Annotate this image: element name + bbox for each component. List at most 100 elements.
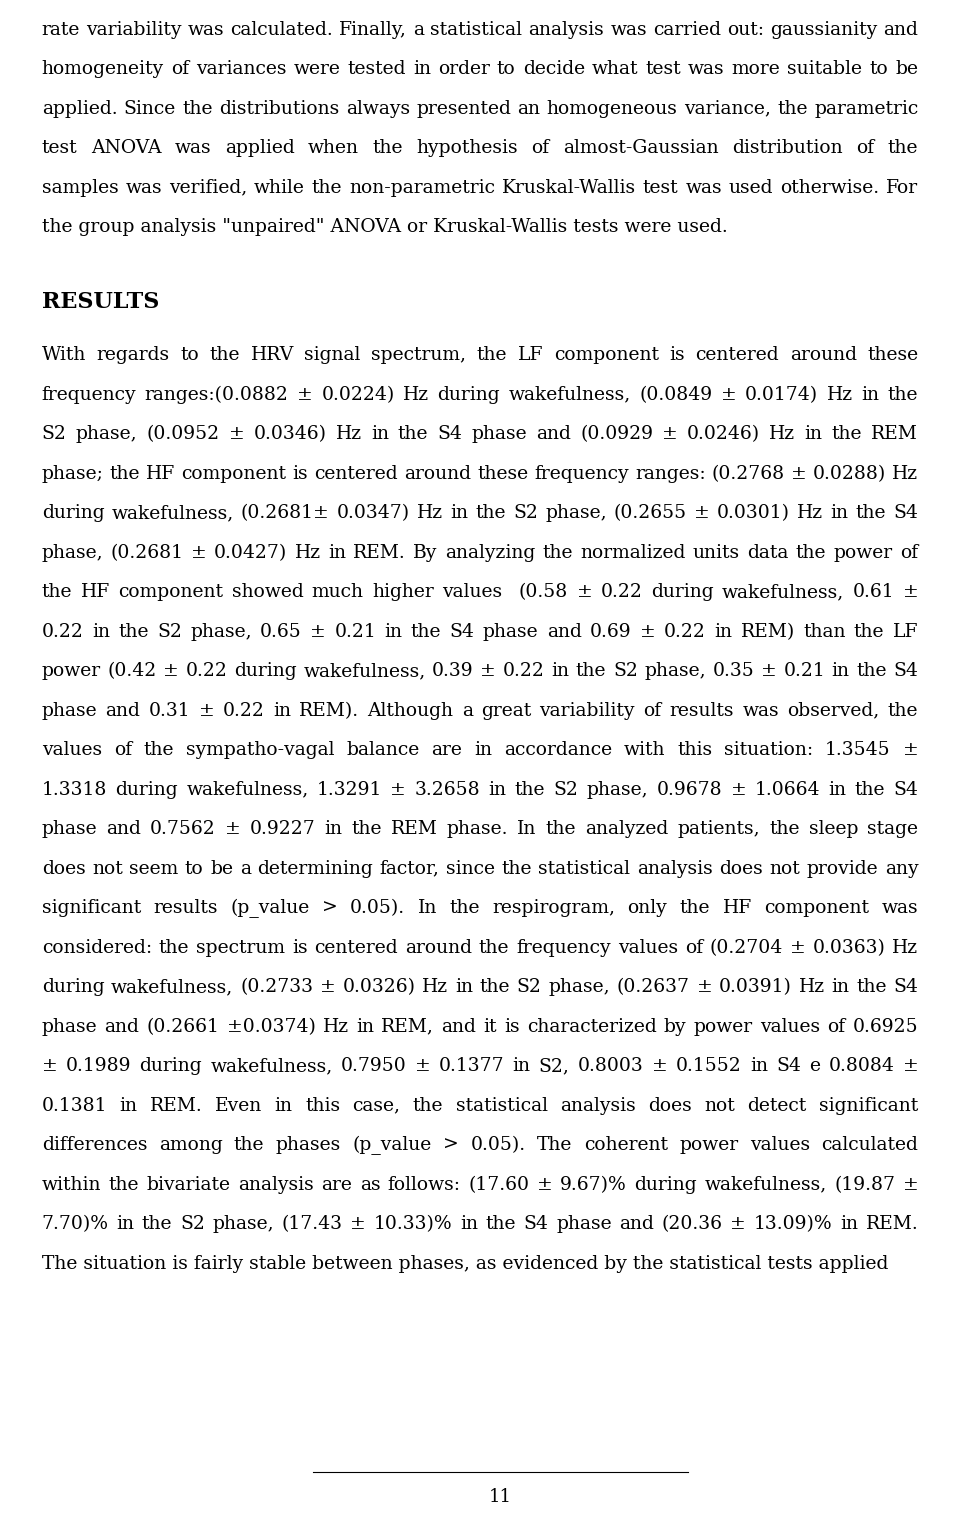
Text: variability: variability bbox=[86, 20, 181, 38]
Text: The situation is fairly stable between phases, as evidenced by the statistical t: The situation is fairly stable between p… bbox=[41, 1255, 888, 1273]
Text: 0.1377: 0.1377 bbox=[439, 1057, 504, 1075]
Text: higher: higher bbox=[372, 584, 434, 602]
Text: a: a bbox=[462, 702, 472, 720]
Text: analysis: analysis bbox=[560, 1097, 636, 1115]
Text: values: values bbox=[443, 584, 502, 602]
Text: this: this bbox=[305, 1097, 340, 1115]
Text: 0.0427): 0.0427) bbox=[214, 544, 287, 562]
Text: the: the bbox=[480, 979, 510, 996]
Text: during: during bbox=[115, 781, 178, 798]
Text: ±: ± bbox=[902, 741, 919, 760]
Text: ±: ± bbox=[697, 979, 712, 996]
Text: component: component bbox=[181, 464, 287, 483]
Text: S2,: S2, bbox=[539, 1057, 569, 1075]
Text: (p_value: (p_value bbox=[230, 899, 309, 918]
Text: bivariate: bivariate bbox=[147, 1177, 230, 1193]
Text: 1.3318: 1.3318 bbox=[41, 781, 108, 798]
Text: in: in bbox=[831, 662, 850, 680]
Text: 0.8003: 0.8003 bbox=[578, 1057, 643, 1075]
Text: sleep: sleep bbox=[808, 820, 858, 838]
Text: in: in bbox=[551, 662, 569, 680]
Text: S4: S4 bbox=[523, 1215, 548, 1233]
Text: significant: significant bbox=[819, 1097, 919, 1115]
Text: in: in bbox=[356, 1017, 374, 1036]
Text: sympatho-vagal: sympatho-vagal bbox=[186, 741, 334, 760]
Text: signal: signal bbox=[304, 346, 361, 365]
Text: 0.0301): 0.0301) bbox=[717, 504, 790, 522]
Text: ±: ± bbox=[694, 504, 710, 522]
Text: (0.0929: (0.0929 bbox=[580, 426, 653, 443]
Text: does: does bbox=[648, 1097, 692, 1115]
Text: S4: S4 bbox=[894, 504, 919, 522]
Text: in: in bbox=[861, 386, 879, 404]
Text: REM: REM bbox=[391, 820, 438, 838]
Text: detect: detect bbox=[748, 1097, 806, 1115]
Text: is: is bbox=[504, 1017, 519, 1036]
Text: non-parametric: non-parametric bbox=[349, 179, 495, 196]
Text: in: in bbox=[116, 1215, 134, 1233]
Text: the: the bbox=[888, 139, 919, 158]
Text: in: in bbox=[328, 544, 346, 562]
Text: values: values bbox=[617, 939, 678, 958]
Text: and: and bbox=[547, 624, 582, 640]
Text: of: of bbox=[856, 139, 875, 158]
Text: great: great bbox=[481, 702, 531, 720]
Text: the: the bbox=[413, 1097, 444, 1115]
Text: around: around bbox=[790, 346, 856, 365]
Text: centered: centered bbox=[314, 464, 398, 483]
Text: calculated: calculated bbox=[822, 1137, 919, 1154]
Text: applied.: applied. bbox=[41, 100, 117, 118]
Text: frequency: frequency bbox=[41, 386, 136, 404]
Text: REM: REM bbox=[872, 426, 919, 443]
Text: power: power bbox=[41, 662, 101, 680]
Text: of: of bbox=[684, 939, 703, 958]
Text: wakefulness,: wakefulness, bbox=[111, 504, 233, 522]
Text: of: of bbox=[532, 139, 550, 158]
Text: an: an bbox=[517, 100, 540, 118]
Text: Hz: Hz bbox=[799, 979, 825, 996]
Text: as: as bbox=[360, 1177, 380, 1193]
Text: was: was bbox=[881, 899, 919, 918]
Text: otherwise.: otherwise. bbox=[780, 179, 879, 196]
Text: REM): REM) bbox=[740, 624, 795, 640]
Text: phases: phases bbox=[276, 1137, 341, 1154]
Text: 1.3545: 1.3545 bbox=[825, 741, 891, 760]
Text: phase,: phase, bbox=[190, 624, 252, 640]
Text: the: the bbox=[234, 1137, 264, 1154]
Text: respirogram,: respirogram, bbox=[492, 899, 615, 918]
Text: 0.05).: 0.05). bbox=[470, 1137, 525, 1154]
Text: the: the bbox=[109, 464, 140, 483]
Text: REM.: REM. bbox=[150, 1097, 203, 1115]
Text: ±: ± bbox=[391, 781, 406, 798]
Text: Hz: Hz bbox=[323, 1017, 348, 1036]
Text: during: during bbox=[41, 504, 105, 522]
Text: was: was bbox=[685, 179, 722, 196]
Text: analysis: analysis bbox=[636, 859, 712, 878]
Text: the: the bbox=[546, 820, 576, 838]
Text: not: not bbox=[705, 1097, 735, 1115]
Text: LF: LF bbox=[893, 624, 919, 640]
Text: parametric: parametric bbox=[814, 100, 919, 118]
Text: (19.87: (19.87 bbox=[834, 1177, 895, 1193]
Text: S2: S2 bbox=[514, 504, 538, 522]
Text: (0.2655: (0.2655 bbox=[614, 504, 687, 522]
Text: By: By bbox=[413, 544, 438, 562]
Text: ±: ± bbox=[191, 544, 206, 562]
Text: S2: S2 bbox=[180, 1215, 204, 1233]
Text: power: power bbox=[833, 544, 893, 562]
Text: S4: S4 bbox=[449, 624, 474, 640]
Text: phase,: phase, bbox=[212, 1215, 275, 1233]
Text: in: in bbox=[275, 1097, 293, 1115]
Text: phase: phase bbox=[483, 624, 539, 640]
Text: ±: ± bbox=[537, 1177, 553, 1193]
Text: (0.2681: (0.2681 bbox=[110, 544, 183, 562]
Text: in: in bbox=[384, 624, 402, 640]
Text: Since: Since bbox=[124, 100, 176, 118]
Text: during: during bbox=[438, 386, 500, 404]
Text: calculated.: calculated. bbox=[230, 20, 333, 38]
Text: patients,: patients, bbox=[678, 820, 760, 838]
Text: almost-Gaussian: almost-Gaussian bbox=[564, 139, 719, 158]
Text: ±: ± bbox=[297, 386, 313, 404]
Text: 0.9227: 0.9227 bbox=[250, 820, 316, 838]
Text: (17.43: (17.43 bbox=[281, 1215, 343, 1233]
